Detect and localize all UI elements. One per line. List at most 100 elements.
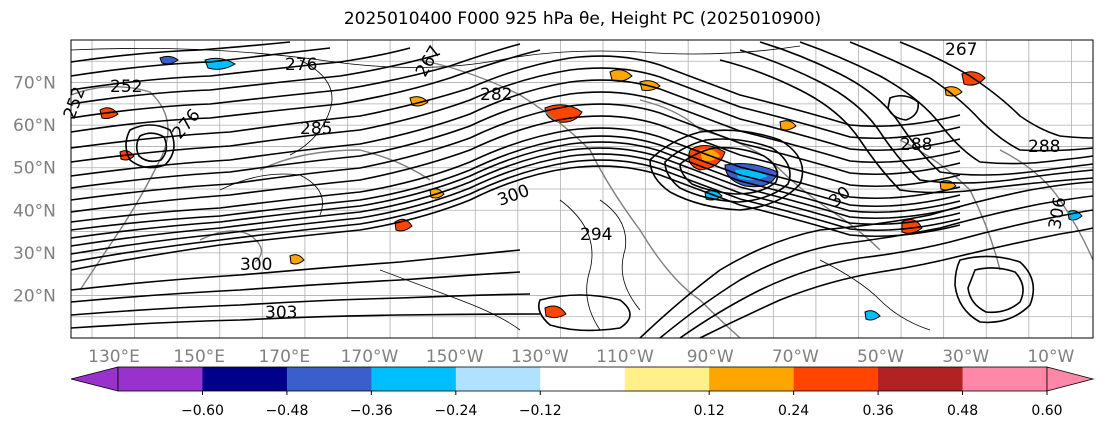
contour-line xyxy=(699,227,1094,339)
contour-line xyxy=(559,199,601,331)
contour-line xyxy=(679,209,1094,339)
contour-line xyxy=(70,41,291,63)
longitude-label: 70°W xyxy=(772,347,819,367)
contour-label: 303 xyxy=(265,303,297,323)
shade-positive-region xyxy=(944,86,963,97)
contour-line xyxy=(70,43,521,119)
contour-line xyxy=(70,159,961,263)
longitude-label: 170°E xyxy=(258,347,310,367)
colorbar-bin xyxy=(709,367,795,391)
contour-line xyxy=(967,267,1024,314)
contour-label: 267 xyxy=(945,40,977,60)
contour-line xyxy=(70,67,961,163)
contour-line xyxy=(719,59,1094,194)
contour-line xyxy=(379,269,521,331)
shade-negative-region xyxy=(864,310,881,321)
contour-line xyxy=(537,294,631,332)
latitude-labels: 70°N 60°N 50°N 40°N 30°N 20°N xyxy=(13,74,56,307)
map-frame xyxy=(70,39,1094,339)
latitude-label: 70°N xyxy=(13,74,56,94)
colorbar-bin xyxy=(202,367,288,391)
contour-line xyxy=(664,138,791,203)
contour-line xyxy=(70,47,411,91)
contour-label: 276 xyxy=(285,55,317,75)
colorbar: −0.60 −0.48 −0.36 −0.24 −0.12 0.12 0.24 0.36 0.4… xyxy=(70,366,1095,419)
contour-line xyxy=(70,313,541,329)
colorbar-bin xyxy=(455,367,541,391)
contour-line xyxy=(70,293,531,316)
contour-line xyxy=(70,55,961,149)
latitude-label: 20°N xyxy=(13,286,56,306)
longitude-label: 130°E xyxy=(88,347,140,367)
colorbar-tick-label: 0.12 xyxy=(694,403,725,419)
contour-line xyxy=(819,259,931,331)
latitude-label: 50°N xyxy=(13,159,56,179)
colorbar-bins xyxy=(117,366,1048,392)
figure-title: 2025010400 F000 925 hPa θe, Height PC (2… xyxy=(343,9,822,29)
colorbar-tick-label: −0.36 xyxy=(350,403,393,419)
shade-negative-region xyxy=(735,169,768,181)
contour-line xyxy=(887,94,920,121)
contour-line xyxy=(70,147,961,247)
contour-line xyxy=(289,59,333,156)
longitude-label: 130°W xyxy=(511,347,569,367)
contour-label: 285 xyxy=(300,119,332,139)
contour-line xyxy=(70,165,961,271)
contour-line xyxy=(70,115,961,213)
colorbar-bin xyxy=(962,367,1048,391)
longitude-label: 50°W xyxy=(857,347,904,367)
contour-line xyxy=(70,135,961,231)
coastline xyxy=(419,59,741,339)
colorbar-extend-high xyxy=(1046,366,1095,392)
shade-positive-region xyxy=(289,254,305,265)
longitude-label: 90°W xyxy=(687,347,734,367)
colorbar-tick-label: 0.36 xyxy=(863,403,894,419)
contour-line xyxy=(70,47,331,77)
colorbar-bin xyxy=(118,367,203,391)
contour-line xyxy=(954,255,1035,324)
contour-line xyxy=(639,181,1094,339)
colorbar-bin xyxy=(878,367,964,391)
contour-label: 294 xyxy=(580,225,612,245)
contour-line xyxy=(659,195,1094,339)
contour-line xyxy=(849,41,1094,152)
contour-line xyxy=(135,132,168,163)
contour-line xyxy=(70,127,961,223)
contour-line xyxy=(70,91,961,189)
shade-negative-region xyxy=(159,55,179,65)
contour-line xyxy=(70,79,961,177)
colorbar-tick-label: −0.24 xyxy=(434,403,477,419)
contour-line xyxy=(759,41,1094,176)
longitude-label: 30°W xyxy=(942,347,989,367)
contour-label: 288 xyxy=(1028,137,1060,157)
contour-line xyxy=(70,45,801,68)
contour-label: 282 xyxy=(480,85,512,105)
colorbar-tick-label: 0.60 xyxy=(1031,403,1062,419)
colorbar-bin xyxy=(540,367,626,391)
colorbar-tick-label: 0.24 xyxy=(778,403,809,419)
latitude-label: 40°N xyxy=(13,201,56,221)
contour-label: 288 xyxy=(900,135,932,155)
longitude-label: 150°E xyxy=(173,347,225,367)
height-contours xyxy=(70,45,931,331)
contour-line xyxy=(219,173,323,216)
coastline xyxy=(259,149,431,181)
contour-line xyxy=(70,49,541,133)
theta-e-contours xyxy=(70,41,1094,339)
contour-line xyxy=(70,141,961,239)
colorbar-bin xyxy=(286,367,372,391)
colorbar-ticks: −0.60 −0.48 −0.36 −0.24 −0.12 0.12 0.24 0.36 0.4… xyxy=(181,391,1063,419)
colorbar-bin xyxy=(793,367,879,391)
latitude-label: 60°N xyxy=(13,116,56,136)
contour-line xyxy=(70,153,961,255)
contour-line xyxy=(70,53,441,105)
contour-line xyxy=(70,249,521,291)
colorbar-tick-label: 0.48 xyxy=(947,403,978,419)
latitude-label: 30°N xyxy=(13,244,56,264)
contour-line xyxy=(899,41,1094,139)
longitude-labels: 130°E 150°E 170°E 170°W 150°W 130°W 110°W 90°W 7… xyxy=(88,347,1074,367)
longitude-label: 10°W xyxy=(1027,347,1074,367)
contour-line xyxy=(679,146,779,195)
contour-line xyxy=(799,41,1094,165)
